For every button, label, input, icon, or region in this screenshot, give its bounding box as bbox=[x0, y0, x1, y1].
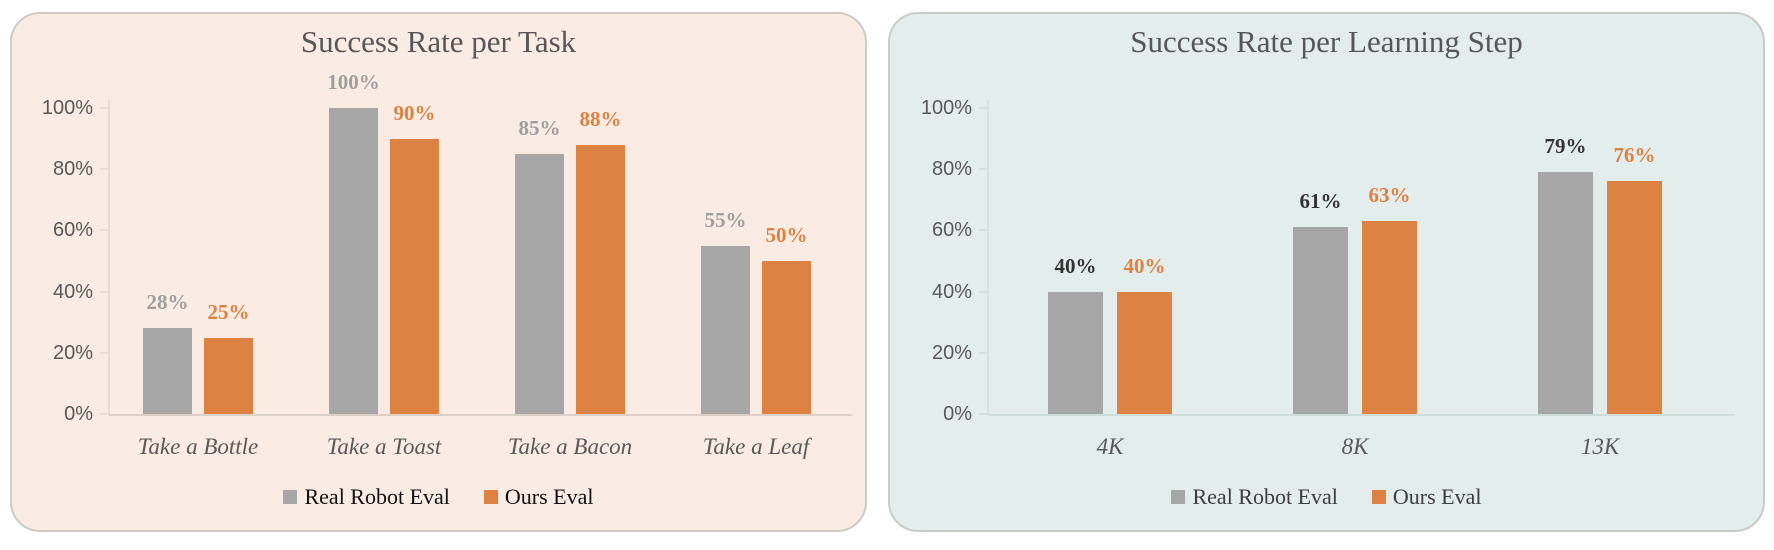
y-tick-mark bbox=[979, 168, 988, 171]
y-tick-mark bbox=[100, 290, 109, 293]
bar-value-label: 28% bbox=[146, 290, 189, 315]
bar-ours-eval bbox=[1117, 291, 1172, 414]
y-tick-label: 80% bbox=[52, 158, 93, 181]
legend-swatch bbox=[483, 490, 498, 504]
bar-value-label: 90% bbox=[393, 100, 436, 125]
y-tick-mark bbox=[100, 413, 109, 415]
y-tick-label: 0% bbox=[64, 403, 93, 425]
y-tick-label: 100% bbox=[41, 97, 93, 119]
bar-value-label: 76% bbox=[1613, 143, 1656, 168]
bar-ours-eval bbox=[1607, 181, 1662, 414]
legend: Real Robot Eval Ours Eval bbox=[890, 483, 1763, 511]
bar-real-robot-eval bbox=[329, 108, 378, 414]
x-axis-line bbox=[109, 414, 852, 416]
bar-value-label: 100% bbox=[327, 70, 380, 94]
bar-real-robot-eval bbox=[1048, 291, 1103, 414]
legend: Real Robot Eval Ours Eval bbox=[12, 483, 865, 511]
legend-label: Real Robot Eval bbox=[1192, 484, 1338, 509]
task-chart-card: Success Rate per Task 0% 20% 40% 60% 80% 100%… bbox=[10, 12, 867, 532]
x-category-label: Take a Toast bbox=[326, 434, 442, 459]
bar-ours-eval bbox=[762, 261, 811, 414]
y-tick-mark bbox=[100, 229, 109, 232]
bar-value-label: 63% bbox=[1368, 183, 1411, 208]
y-tick-mark bbox=[979, 351, 988, 354]
bar-value-label: 40% bbox=[1123, 253, 1166, 278]
y-tick-mark bbox=[979, 290, 988, 293]
bar-value-label: 79% bbox=[1544, 134, 1587, 159]
y-tick-label: 40% bbox=[52, 280, 93, 303]
bar-ours-eval bbox=[1362, 221, 1417, 414]
x-category-label: 4K bbox=[1096, 434, 1124, 459]
x-category-label: Take a Bottle bbox=[137, 434, 259, 459]
bar-real-robot-eval bbox=[1293, 227, 1348, 414]
y-tick-label: 80% bbox=[931, 158, 972, 181]
bar-real-robot-eval bbox=[701, 245, 750, 414]
y-tick-label: 20% bbox=[931, 341, 972, 364]
legend-swatch bbox=[1171, 490, 1186, 504]
y-tick-label: 40% bbox=[931, 280, 972, 303]
x-category-label: 13K bbox=[1580, 434, 1620, 459]
bar-real-robot-eval bbox=[143, 328, 192, 414]
bar-value-label: 50% bbox=[765, 223, 808, 247]
bar-value-label: 61% bbox=[1299, 189, 1342, 214]
legend-label: Ours Eval bbox=[504, 484, 594, 509]
y-tick-mark bbox=[100, 168, 109, 171]
x-category-label: Take a Leaf bbox=[702, 434, 810, 459]
y-tick-mark bbox=[100, 351, 109, 354]
legend-label: Ours Eval bbox=[1392, 484, 1482, 509]
bar-value-label: 55% bbox=[704, 207, 747, 232]
bar-ours-eval bbox=[576, 144, 625, 414]
legend-item: Real Robot Eval bbox=[283, 484, 450, 510]
y-tick-label: 100% bbox=[920, 97, 972, 119]
y-tick-mark bbox=[979, 107, 988, 109]
x-category-label: 8K bbox=[1341, 434, 1369, 459]
bar-ours-eval bbox=[204, 337, 253, 414]
chart-title: Success Rate per Task bbox=[300, 24, 577, 59]
legend-item: Real Robot Eval bbox=[1171, 484, 1338, 510]
y-tick-mark bbox=[979, 413, 988, 415]
bar-real-robot-eval bbox=[515, 153, 564, 414]
y-tick-mark bbox=[979, 229, 988, 232]
bar-ours-eval bbox=[390, 138, 439, 414]
bar-value-label: 85% bbox=[518, 115, 561, 140]
y-axis-line bbox=[987, 100, 989, 414]
bar-value-label: 25% bbox=[207, 299, 250, 324]
legend-swatch bbox=[283, 490, 298, 504]
y-tick-label: 60% bbox=[52, 219, 93, 242]
y-tick-mark bbox=[100, 107, 109, 109]
chart-title: Success Rate per Learning Step bbox=[1130, 24, 1523, 59]
y-tick-label: 0% bbox=[943, 403, 972, 425]
y-axis-line bbox=[108, 100, 110, 414]
bar-value-label: 40% bbox=[1054, 253, 1097, 278]
legend-label: Real Robot Eval bbox=[304, 484, 450, 509]
x-axis-line bbox=[988, 414, 1735, 416]
bar-value-label: 88% bbox=[579, 106, 622, 131]
bar-real-robot-eval bbox=[1538, 172, 1593, 414]
learning-step-chart-card: Success Rate per Learning Step 0% 20% 40% 6… bbox=[888, 12, 1765, 532]
y-tick-label: 20% bbox=[52, 341, 93, 364]
legend-item: Ours Eval bbox=[1371, 484, 1482, 510]
y-tick-label: 60% bbox=[931, 219, 972, 242]
legend-item: Ours Eval bbox=[483, 484, 594, 510]
legend-swatch bbox=[1371, 490, 1386, 504]
x-category-label: Take a Bacon bbox=[507, 434, 633, 459]
